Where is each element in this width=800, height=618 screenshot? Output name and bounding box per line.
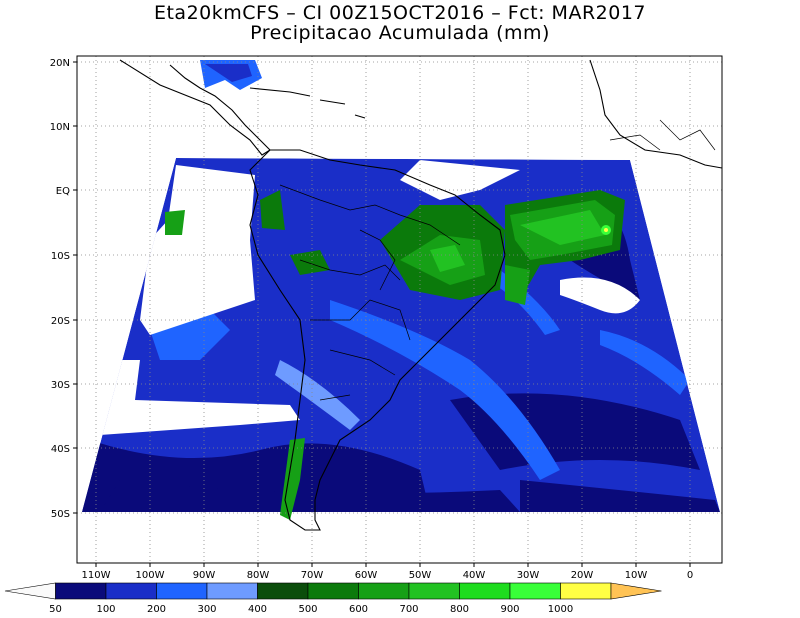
africa-coast <box>589 59 722 169</box>
lat-label: 10N <box>50 122 70 133</box>
legend-swatch <box>105 582 157 600</box>
country-borders <box>279 119 716 401</box>
legend-threshold-label: 900 <box>500 604 519 615</box>
legend-threshold-label: 600 <box>349 604 368 615</box>
lon-label: 60W <box>355 570 378 581</box>
caribbean-islands <box>249 87 366 119</box>
lat-label: EQ <box>56 186 70 197</box>
lon-label: 50W <box>409 570 432 581</box>
legend-threshold-label: 700 <box>399 604 418 615</box>
axis-ticks <box>73 61 691 567</box>
legend-threshold-label: 800 <box>450 604 469 615</box>
legend-threshold-label: 100 <box>96 604 115 615</box>
lon-label: 110W <box>82 570 111 581</box>
lon-label: 0 <box>687 570 693 581</box>
precipitation-field <box>82 60 720 520</box>
lon-label: 30W <box>517 570 540 581</box>
lon-label: 40W <box>463 570 486 581</box>
grid-lines <box>77 56 722 563</box>
south-america-coast <box>249 149 506 531</box>
legend-swatch <box>55 582 107 600</box>
legend-swatch <box>257 582 309 600</box>
longitude-labels: 110W 100W 90W 80W 70W 60W 50W 40W 30W 20… <box>82 570 694 581</box>
legend-threshold-label: 300 <box>197 604 216 615</box>
lat-label: 50S <box>51 509 70 520</box>
latitude-labels: 20N 10N EQ 10S 20S 30S 40S 50S <box>50 58 70 520</box>
legend-swatch <box>156 582 208 600</box>
lat-label: 20N <box>50 58 70 69</box>
legend-high-triangle <box>610 582 662 600</box>
lon-label: 70W <box>301 570 324 581</box>
legend-swatch <box>509 582 561 600</box>
lon-label: 10W <box>625 570 648 581</box>
legend-swatch <box>206 582 258 600</box>
lon-label: 80W <box>247 570 270 581</box>
legend-threshold-label: 500 <box>298 604 317 615</box>
legend-low-triangle <box>4 582 56 600</box>
lon-label: 20W <box>571 570 594 581</box>
coastlines <box>119 59 722 531</box>
lat-label: 10S <box>51 251 70 262</box>
color-legend: 50 100 200 300 400 500 600 700 800 900 1000 <box>4 582 662 615</box>
map-title: Eta20kmCFS – CI 00Z15OCT2016 – Fct: MAR2… <box>153 2 647 24</box>
legend-threshold-label: 1000 <box>548 604 573 615</box>
legend-swatch <box>408 582 460 600</box>
central-america-coast <box>119 59 271 156</box>
legend-swatch <box>307 582 359 600</box>
map-subtitle: Precipitacao Acumulada (mm) <box>250 22 550 44</box>
lon-label: 100W <box>136 570 165 581</box>
legend-swatch <box>358 582 410 600</box>
lat-label: 40S <box>51 444 70 455</box>
lat-label: 30S <box>51 380 70 391</box>
legend-threshold-label: 400 <box>248 604 267 615</box>
legend-swatch <box>560 582 612 600</box>
lat-label: 20S <box>51 316 70 327</box>
legend-threshold-label: 200 <box>147 604 166 615</box>
lon-label: 90W <box>193 570 216 581</box>
legend-swatch <box>459 582 511 600</box>
plot-frame <box>76 55 723 564</box>
legend-threshold-label: 50 <box>49 604 62 615</box>
